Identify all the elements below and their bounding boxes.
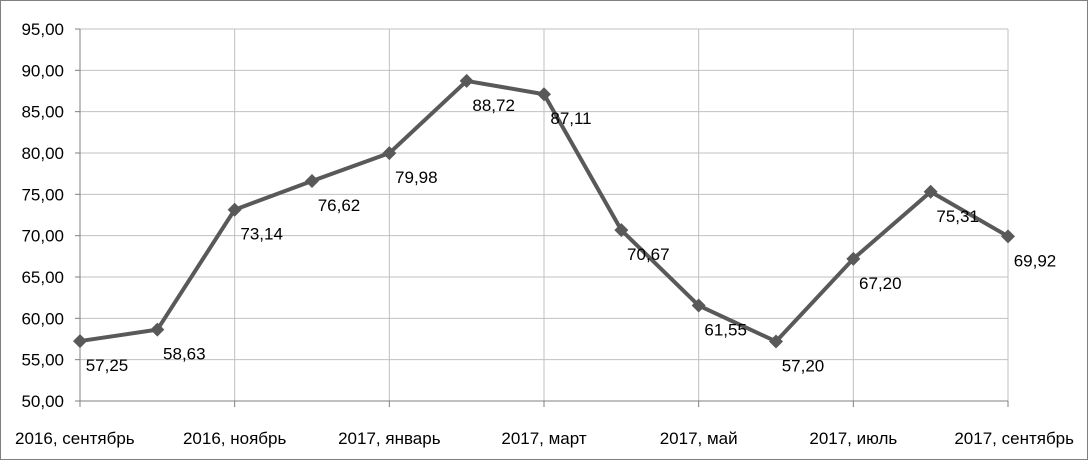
x-tick-label: 2016, ноябрь [183, 429, 287, 448]
data-label: 57,20 [782, 356, 825, 375]
x-tick-label: 2017, январь [338, 429, 441, 448]
x-tick-label: 2017, май [660, 429, 738, 448]
data-point [227, 202, 242, 217]
y-axis-tick-labels: 50,00 55,00 60,00 65,00 70,00 75,00 80,00 85,00… [21, 20, 64, 411]
data-label: 73,14 [240, 225, 283, 244]
y-tick-label: 80,00 [21, 144, 64, 163]
data-point [691, 298, 706, 313]
data-point [537, 87, 551, 102]
data-label: 57,25 [86, 356, 129, 375]
x-axis-tick-labels: 2016, сентябрь 2016, ноябрь 2017, январь 20… [15, 429, 1074, 448]
data-label: 67,20 [859, 274, 902, 293]
data-point [769, 334, 783, 349]
x-tick-label: 2017, сентябрь [954, 429, 1074, 448]
x-tick-label: 2016, сентябрь [15, 429, 135, 448]
y-tick-label: 50,00 [21, 392, 64, 411]
y-tick-label: 65,00 [21, 268, 64, 287]
axes [75, 28, 1009, 407]
data-point [846, 251, 861, 266]
y-tick-label: 75,00 [21, 185, 64, 204]
y-tick-label: 85,00 [21, 103, 64, 122]
data-point [614, 223, 629, 238]
data-point [459, 73, 474, 88]
data-label: 61,55 [704, 321, 747, 340]
data-point [73, 334, 87, 349]
data-point [305, 173, 319, 188]
data-point [382, 146, 397, 161]
data-label: 76,62 [318, 196, 361, 215]
y-tick-label: 95,00 [21, 20, 64, 39]
data-labels: 57,25 58,63 73,14 76,62 79,98 88,72 87,11 70,67… [86, 96, 1057, 376]
x-tick-label: 2017, март [501, 429, 586, 448]
x-tick-label: 2017, июль [809, 429, 897, 448]
grid-lines [80, 28, 1009, 402]
data-markers [73, 73, 1015, 349]
y-tick-label: 90,00 [21, 61, 64, 80]
data-point [1001, 229, 1015, 244]
data-label: 58,63 [163, 345, 206, 364]
y-tick-label: 70,00 [21, 227, 64, 246]
data-label: 75,31 [936, 207, 979, 226]
data-label: 88,72 [472, 96, 515, 115]
data-label: 69,92 [1014, 251, 1057, 270]
data-label: 70,67 [627, 245, 670, 264]
data-label: 87,11 [550, 109, 591, 128]
data-label: 79,98 [395, 168, 438, 187]
data-point [150, 322, 165, 337]
y-tick-label: 55,00 [21, 351, 64, 370]
data-point [923, 184, 938, 199]
y-tick-label: 60,00 [21, 309, 64, 328]
